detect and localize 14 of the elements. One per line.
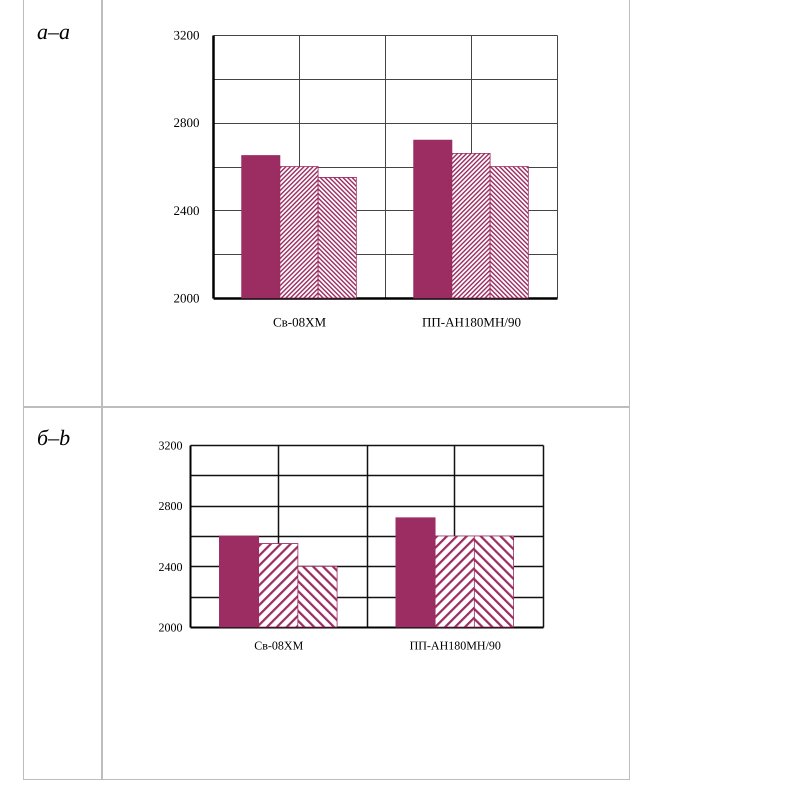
chart-title: б–b bbox=[37, 425, 70, 450]
y-tick-label: 3200 bbox=[158, 438, 182, 452]
y-tick-label: 2800 bbox=[174, 115, 200, 130]
y-tick-label: 2800 bbox=[158, 499, 182, 514]
y-tick-label: 2400 bbox=[174, 202, 200, 218]
y-tick-label: 3200 bbox=[174, 28, 200, 42]
y-tick-label: 2000 bbox=[174, 290, 200, 306]
x-tick-label: Св-08ХМ bbox=[254, 638, 304, 652]
y-tick-label: 2400 bbox=[158, 560, 182, 574]
x-tick-label: ПП-АН180МН/90 bbox=[410, 638, 501, 652]
x-tick-label: Св-08ХМ bbox=[272, 314, 326, 330]
x-tick-label: ПП-АН180МН/90 bbox=[422, 314, 521, 330]
y-tick-label: 2000 bbox=[158, 620, 182, 634]
chart-title: а–a bbox=[37, 19, 70, 44]
